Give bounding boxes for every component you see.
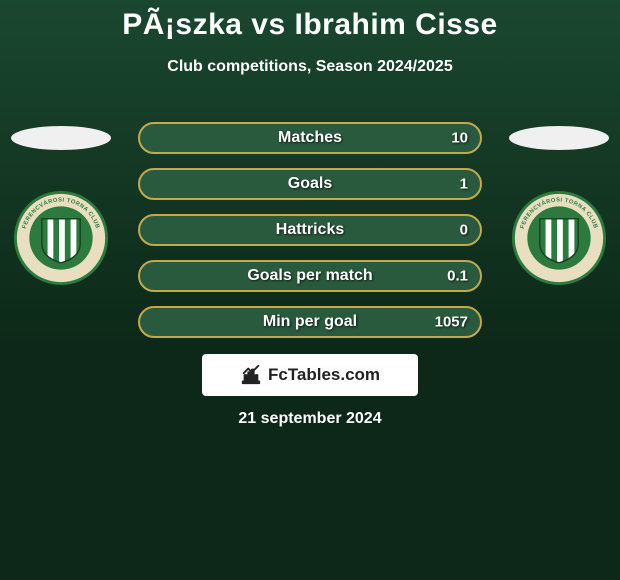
svg-text:99: 99 (85, 237, 93, 244)
brand-badge: FcTables.com (202, 354, 418, 396)
date-label: 21 september 2024 (238, 410, 381, 428)
chart-icon (240, 364, 262, 386)
stat-row: Min per goal 1057 (138, 306, 482, 338)
stat-row: Goals per match 0.1 (138, 260, 482, 292)
stat-right-value: 10 (451, 130, 468, 147)
stats-panel: Matches 10 Goals 1 Hattricks 0 Goals per match… (138, 122, 482, 338)
svg-text:18: 18 (527, 237, 535, 244)
stat-label: Min per goal (263, 313, 357, 331)
stat-row: Hattricks 0 (138, 214, 482, 246)
right-player-column: FERENCVÁROSI TORNA CLUB BPEST. IX.K. 18 … (504, 126, 614, 286)
stat-label: Goals per match (247, 267, 372, 285)
right-player-avatar (509, 126, 609, 150)
svg-text:99: 99 (583, 237, 591, 244)
stat-right-value: 0.1 (447, 268, 468, 285)
comparison-card: PÃ¡szka vs Ibrahim Cisse Club competitio… (0, 0, 620, 580)
stat-right-value: 1 (460, 176, 468, 193)
page-title: PÃ¡szka vs Ibrahim Cisse (0, 0, 620, 42)
stat-right-value: 0 (460, 222, 468, 239)
svg-text:18: 18 (29, 237, 37, 244)
stat-label: Matches (278, 129, 342, 147)
stat-row: Goals 1 (138, 168, 482, 200)
left-player-avatar (11, 126, 111, 150)
left-club-logo: FERENCVÁROSI TORNA CLUB BPEST. IX.K. 18 … (13, 190, 109, 286)
stat-row: Matches 10 (138, 122, 482, 154)
stat-right-value: 1057 (435, 314, 468, 331)
stat-label: Hattricks (276, 221, 344, 239)
stat-label: Goals (288, 175, 332, 193)
right-club-logo: FERENCVÁROSI TORNA CLUB BPEST. IX.K. 18 … (511, 190, 607, 286)
left-player-column: FERENCVÁROSI TORNA CLUB BPEST. IX.K. 18 … (6, 126, 116, 286)
brand-text: FcTables.com (268, 365, 380, 385)
subtitle: Club competitions, Season 2024/2025 (0, 58, 620, 76)
